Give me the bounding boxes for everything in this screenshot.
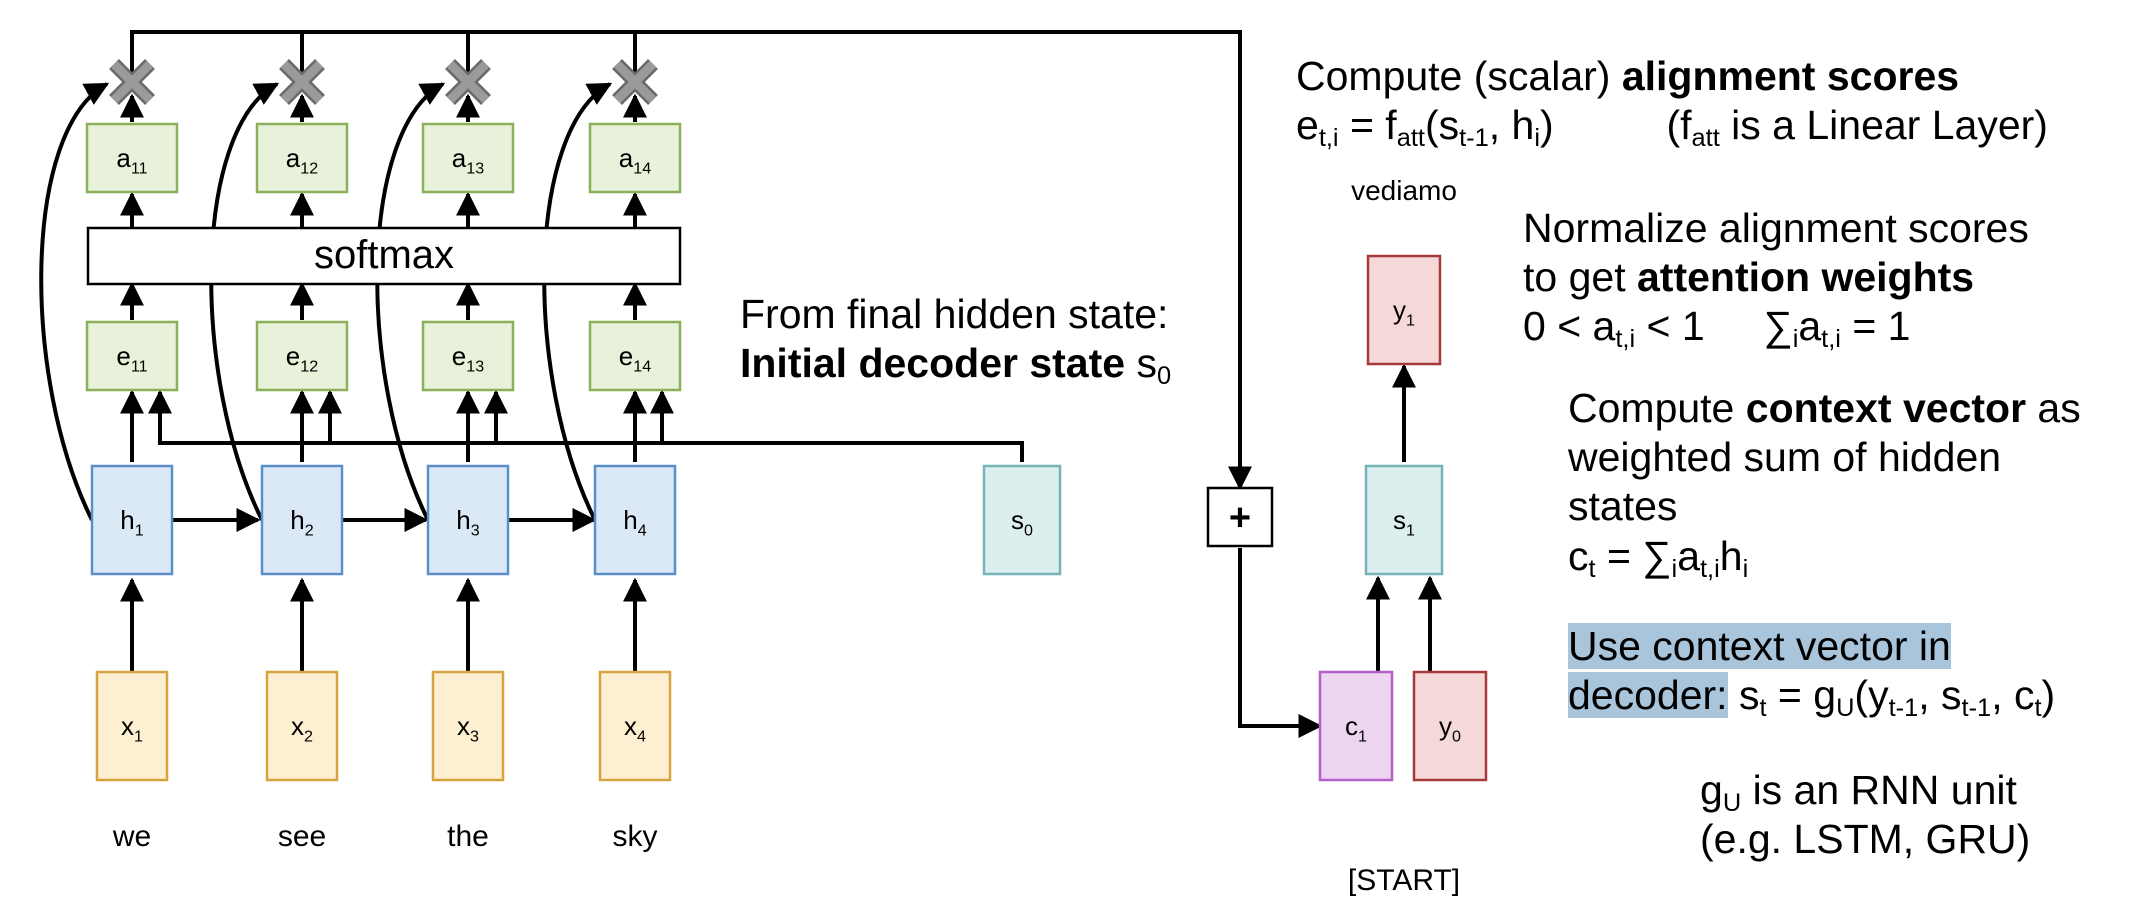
decoder-state-s0-label: s0	[1011, 505, 1033, 540]
weight-box-a12-label: a12	[286, 143, 318, 178]
input-word-the: the	[447, 820, 489, 853]
s0-to-e11	[148, 389, 1024, 462]
hidden-box-h3: h3	[426, 464, 510, 576]
multiply-cross-3	[445, 59, 491, 105]
score-box-e14-label: e14	[619, 341, 651, 376]
hidden-box-h4-label: h4	[623, 505, 646, 540]
weight-box-a11: a11	[85, 122, 179, 194]
input-box-x3-label: x3	[457, 711, 479, 746]
multiply-cross-4	[612, 59, 658, 105]
softmax-label: softmax	[314, 233, 454, 277]
decoder-input-y0-label: y0	[1439, 711, 1461, 746]
hidden-box-h1: h1	[90, 464, 174, 576]
score-box-e12-label: e12	[286, 341, 318, 376]
normalize-caption: Normalize alignment scores to get attent…	[1523, 205, 2029, 354]
context-vector-c1-label: c1	[1345, 711, 1367, 746]
score-box-e13-label: e13	[452, 341, 484, 376]
input-box-x1-label: x1	[121, 711, 143, 746]
output-word-vediamo: vediamo	[1351, 175, 1457, 206]
plus-node: +	[1206, 486, 1274, 548]
initial-state-caption: From final hidden state: Initial decoder…	[740, 291, 1172, 391]
score-box-e11-label: e11	[116, 341, 147, 376]
score-box-e13: e13	[421, 320, 515, 392]
input-box-x1: x1	[95, 670, 169, 782]
hidden-box-h1-label: h1	[120, 505, 143, 540]
plus-label: +	[1229, 497, 1251, 539]
weight-box-a13-label: a13	[452, 143, 484, 178]
input-box-x2-label: x2	[291, 711, 313, 746]
hidden-box-h2: h2	[260, 464, 344, 576]
input-word-see: see	[278, 820, 326, 853]
decoder-output-y1: y1	[1366, 254, 1442, 366]
input-box-x3: x3	[431, 670, 505, 782]
decoder-state-s0: s0	[982, 464, 1062, 576]
plus-to-context	[1238, 548, 1323, 738]
hidden-box-h2-label: h2	[290, 505, 313, 540]
multiply-cross-1	[109, 59, 155, 105]
alignment-scores-caption: Compute (scalar) alignment scores et,i =…	[1296, 53, 2048, 153]
input-word-sky: sky	[613, 820, 658, 853]
hidden-box-h4: h4	[593, 464, 677, 576]
weight-box-a11-label: a11	[116, 143, 147, 178]
input-box-x2: x2	[265, 670, 339, 782]
weight-box-a14: a14	[588, 122, 682, 194]
context-vector-c1: c1	[1318, 670, 1394, 782]
score-box-e12: e12	[255, 320, 349, 392]
multiply-cross-2	[279, 59, 325, 105]
rnn-unit-caption: gU is an RNN unit (e.g. LSTM, GRU)	[1700, 767, 2031, 863]
hidden-to-cross-curve-1	[39, 82, 110, 521]
decoder-output-y1-label: y1	[1393, 295, 1415, 330]
weight-box-a14-label: a14	[619, 143, 651, 178]
start-token: [START]	[1348, 864, 1460, 897]
attention-top-bus	[130, 30, 1252, 491]
score-box-e11: e11	[85, 320, 179, 392]
input-box-x4-label: x4	[624, 711, 646, 746]
decoder-input-y0: y0	[1412, 670, 1488, 782]
context-vector-caption: Compute context vector as weighted sum o…	[1568, 385, 2081, 583]
decoder-state-s1: s1	[1364, 464, 1444, 576]
softmax-box: softmax	[86, 226, 682, 286]
use-context-caption: Use context vector in decoder: st = gU(y…	[1568, 623, 2056, 723]
score-box-e14: e14	[588, 320, 682, 392]
weight-box-a12: a12	[255, 122, 349, 194]
input-box-x4: x4	[598, 670, 672, 782]
input-word-we: we	[112, 820, 151, 853]
decoder-state-s1-label: s1	[1393, 505, 1415, 540]
weight-box-a13: a13	[421, 122, 515, 194]
hidden-box-h3-label: h3	[456, 505, 479, 540]
